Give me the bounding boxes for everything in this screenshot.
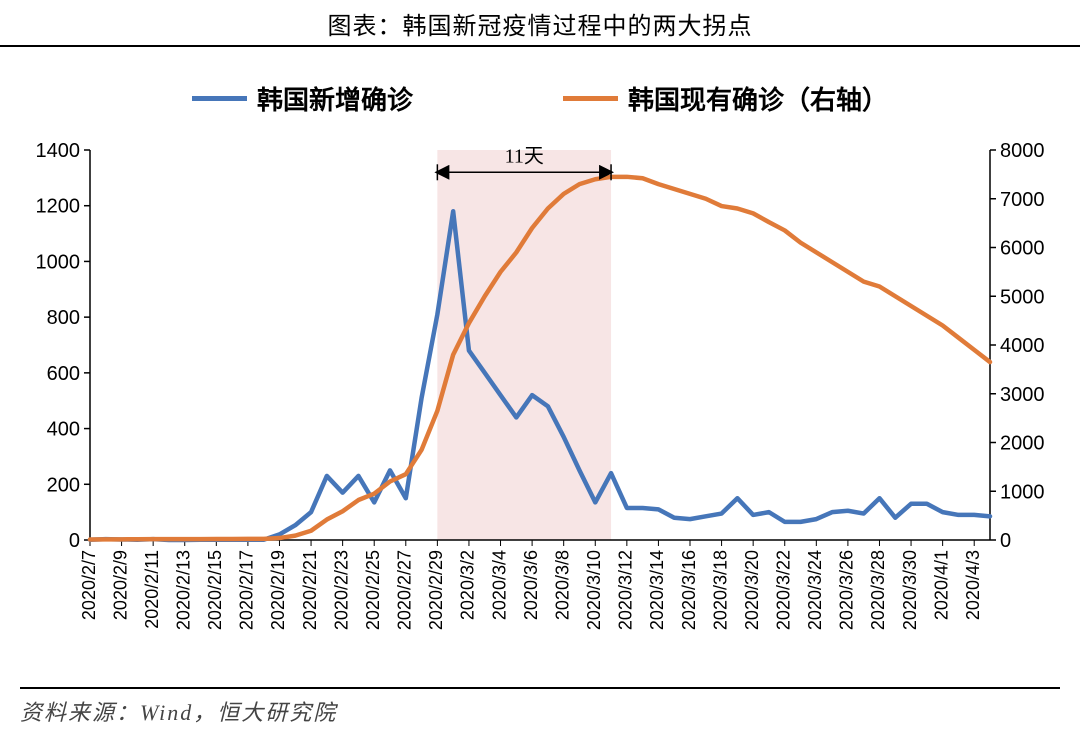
svg-text:2020/2/11: 2020/2/11 <box>142 550 162 629</box>
svg-text:7000: 7000 <box>1000 189 1045 211</box>
legend: 韩国新增确诊 韩国现有确诊（右轴） <box>30 80 1050 117</box>
svg-text:2020/2/15: 2020/2/15 <box>205 550 225 630</box>
svg-text:2020/4/1: 2020/4/1 <box>931 550 951 620</box>
svg-text:2020/3/20: 2020/3/20 <box>742 550 762 630</box>
svg-text:2000: 2000 <box>1000 433 1045 455</box>
svg-text:800: 800 <box>47 307 80 329</box>
svg-text:2020/3/22: 2020/3/22 <box>773 550 793 630</box>
svg-text:2020/3/6: 2020/3/6 <box>521 550 541 620</box>
svg-text:2020/2/7: 2020/2/7 <box>79 550 99 620</box>
svg-text:2020/3/30: 2020/3/30 <box>900 550 920 630</box>
svg-text:2020/3/24: 2020/3/24 <box>805 550 825 630</box>
svg-text:2020/3/28: 2020/3/28 <box>868 550 888 630</box>
svg-text:600: 600 <box>47 363 80 385</box>
legend-item-series1: 韩国新增确诊 <box>192 80 413 117</box>
svg-text:2020/2/25: 2020/2/25 <box>363 550 383 630</box>
svg-text:4000: 4000 <box>1000 335 1045 357</box>
legend-item-series2: 韩国现有确诊（右轴） <box>563 80 888 117</box>
legend-swatch-1 <box>192 96 247 101</box>
svg-text:6000: 6000 <box>1000 238 1045 260</box>
svg-text:400: 400 <box>47 419 80 441</box>
chart-title: 图表：韩国新冠疫情过程中的两大拐点 <box>0 0 1080 47</box>
svg-text:2020/2/17: 2020/2/17 <box>237 550 257 630</box>
svg-text:2020/3/10: 2020/3/10 <box>584 550 604 630</box>
svg-text:3000: 3000 <box>1000 384 1045 406</box>
svg-text:11天: 11天 <box>505 145 544 167</box>
svg-text:2020/2/27: 2020/2/27 <box>395 550 415 630</box>
source-footer: 资料来源：Wind，恒大研究院 <box>20 687 1060 727</box>
chart-area: 韩国新增确诊 韩国现有确诊（右轴） 0 200 400 600 800 1000 1200 1… <box>30 60 1050 670</box>
svg-text:2020/3/14: 2020/3/14 <box>647 550 667 630</box>
svg-text:2020/3/4: 2020/3/4 <box>489 550 509 620</box>
legend-label-2: 韩国现有确诊（右轴） <box>628 80 888 117</box>
svg-text:8000: 8000 <box>1000 140 1045 162</box>
legend-swatch-2 <box>563 96 618 101</box>
svg-text:0: 0 <box>1000 530 1011 552</box>
svg-text:1000: 1000 <box>36 251 81 273</box>
svg-text:2020/3/16: 2020/3/16 <box>679 550 699 630</box>
svg-text:1200: 1200 <box>36 196 81 218</box>
svg-text:2020/2/23: 2020/2/23 <box>331 550 351 630</box>
svg-text:5000: 5000 <box>1000 286 1045 308</box>
chart-svg: 0 200 400 600 800 1000 1200 1400 0 1000 2000 3000 40… <box>30 60 1050 670</box>
svg-text:2020/2/9: 2020/2/9 <box>110 550 130 620</box>
svg-text:2020/2/21: 2020/2/21 <box>300 550 320 630</box>
svg-text:2020/3/2: 2020/3/2 <box>458 550 478 620</box>
legend-label-1: 韩国新增确诊 <box>257 80 413 117</box>
svg-text:2020/2/29: 2020/2/29 <box>426 550 446 630</box>
svg-text:0: 0 <box>69 530 80 552</box>
svg-text:2020/3/26: 2020/3/26 <box>837 550 857 630</box>
svg-text:2020/3/8: 2020/3/8 <box>552 550 572 620</box>
svg-text:1000: 1000 <box>1000 481 1045 503</box>
svg-text:2020/4/3: 2020/4/3 <box>963 550 983 620</box>
svg-text:2020/3/18: 2020/3/18 <box>710 550 730 630</box>
svg-text:1400: 1400 <box>36 140 81 162</box>
svg-text:200: 200 <box>47 474 80 496</box>
svg-text:2020/2/19: 2020/2/19 <box>268 550 288 630</box>
svg-text:2020/3/12: 2020/3/12 <box>616 550 636 630</box>
svg-text:2020/2/13: 2020/2/13 <box>173 550 193 630</box>
